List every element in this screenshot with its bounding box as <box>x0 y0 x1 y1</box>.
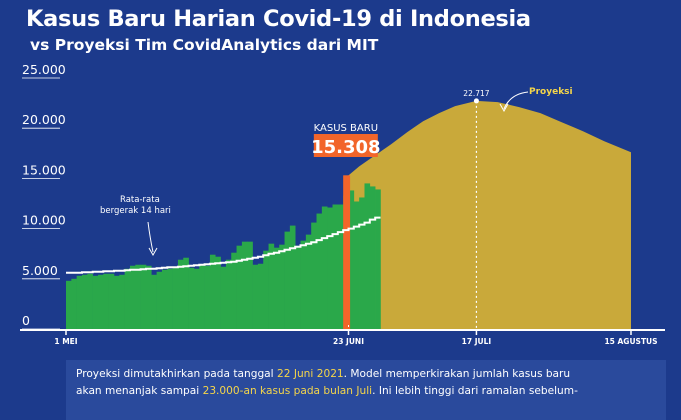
daily-case-bar <box>92 275 99 329</box>
moving-average-label-line1: Rata-rata <box>120 195 160 205</box>
daily-case-bar <box>225 259 232 329</box>
chart-title: Kasus Baru Harian Covid-19 di Indonesia <box>26 6 531 32</box>
daily-case-bar <box>140 264 147 329</box>
moving-average-arrowhead <box>148 247 158 257</box>
daily-case-bar <box>289 225 296 329</box>
daily-case-bar <box>337 204 344 329</box>
daily-case-bar <box>359 197 365 329</box>
note-text-3: akan menanjak sampai <box>76 385 203 397</box>
projection-arrowhead <box>499 103 509 113</box>
note-text-1: Proyeksi dimutakhirkan pada tanggal <box>76 368 277 380</box>
daily-case-bar <box>305 234 312 329</box>
peak-label: 22.717 <box>463 89 489 98</box>
daily-case-bar <box>284 231 291 329</box>
x-tick-label: 1 MEI <box>54 337 77 346</box>
y-tick-label: 25.000 <box>22 62 66 77</box>
daily-case-bar <box>151 274 157 329</box>
y-tick-label: 5.000 <box>22 263 58 278</box>
daily-case-bar <box>108 273 115 329</box>
daily-case-bar <box>263 250 269 329</box>
latest-callout-label: KASUS BARU <box>314 123 378 134</box>
daily-case-bar <box>193 268 200 329</box>
daily-case-bar <box>332 204 339 329</box>
latest-case-bar <box>343 175 351 329</box>
daily-case-bar <box>97 274 104 329</box>
note-peak: 23.000-an kasus pada bulan Juli <box>202 385 373 397</box>
projection-area <box>348 100 631 330</box>
daily-case-bar <box>247 241 253 329</box>
daily-case-bar <box>231 252 237 329</box>
daily-case-bar <box>364 183 371 329</box>
peak-point <box>473 98 479 104</box>
moving-average-arrow <box>147 221 154 253</box>
moving-average-line <box>66 216 381 274</box>
daily-case-bar <box>204 265 211 329</box>
daily-case-bar <box>76 275 83 329</box>
latest-callout-value: 15.308 <box>311 137 380 158</box>
daily-case-bar <box>209 254 216 329</box>
x-tick-label: 15 AGUSTUS <box>604 337 657 346</box>
daily-case-bar <box>135 264 141 329</box>
daily-case-bar <box>199 264 205 329</box>
daily-case-bar <box>156 271 163 329</box>
note-text-2: . Model memperkirakan jumlah kasus baru <box>343 368 571 380</box>
daily-case-bar <box>316 213 323 329</box>
y-tick-label: 0 <box>22 313 30 328</box>
daily-case-bar <box>220 266 227 329</box>
daily-case-bar <box>375 189 381 329</box>
daily-case-bar <box>124 268 131 329</box>
daily-case-bar <box>87 273 93 329</box>
y-tick-label: 15.000 <box>22 162 66 177</box>
y-tick-label: 20.000 <box>22 112 66 127</box>
daily-case-bar <box>353 201 360 329</box>
note-box: Proyeksi dimutakhirkan pada tanggal 22 J… <box>66 360 666 420</box>
daily-case-bar <box>300 240 307 329</box>
projection-label: Proyeksi <box>529 87 573 97</box>
x-tick-label: 17 JULI <box>462 337 492 346</box>
daily-case-bar <box>348 190 355 329</box>
note-text-4: . Ini lebih tinggi dari ramalan sebelum- <box>372 385 578 397</box>
daily-case-bar <box>183 257 189 329</box>
daily-case-bar <box>295 245 301 329</box>
chart-subtitle: vs Proyeksi Tim CovidAnalytics dari MIT <box>30 36 379 54</box>
daily-case-bar <box>321 206 328 329</box>
x-tick-label: 23 JUNI <box>333 337 364 346</box>
daily-case-bar <box>167 268 173 329</box>
daily-case-bar <box>273 247 280 329</box>
projection-arrow <box>503 91 529 110</box>
daily-case-bar <box>257 263 264 329</box>
y-tick-label: 10.000 <box>22 213 66 228</box>
daily-case-bar <box>268 243 275 329</box>
daily-case-bar <box>119 274 125 329</box>
daily-case-bar <box>311 222 317 329</box>
daily-case-bar <box>172 266 179 329</box>
daily-case-bar <box>241 241 248 329</box>
daily-case-bar <box>177 259 184 329</box>
daily-case-bar <box>215 256 221 329</box>
daily-case-bar <box>145 265 152 329</box>
daily-case-bar <box>327 207 333 329</box>
daily-case-bar <box>113 275 120 329</box>
moving-average-label-line2: bergerak 14 hari <box>100 206 171 216</box>
note-date: 22 Juni 2021 <box>277 368 344 380</box>
daily-case-bar <box>369 186 376 329</box>
daily-case-bar <box>129 265 136 329</box>
daily-case-bar <box>66 280 72 329</box>
latest-callout-box <box>313 134 378 157</box>
daily-case-bar <box>103 273 109 329</box>
daily-case-bar <box>236 245 243 329</box>
daily-case-bar <box>279 244 285 329</box>
daily-case-bar <box>252 264 259 329</box>
daily-case-bar <box>71 278 77 329</box>
daily-case-bar <box>188 267 195 329</box>
chart-canvas: 0 5.000 10.000 15.000 20.000 25.000 1 MEI 23 JU… <box>20 62 665 346</box>
daily-case-bar <box>81 274 88 329</box>
daily-case-bar <box>161 269 168 329</box>
